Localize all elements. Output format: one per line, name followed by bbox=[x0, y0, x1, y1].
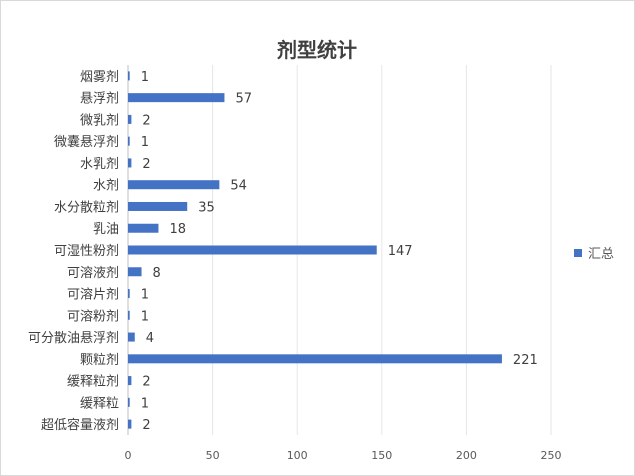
value-label-8: 147 bbox=[388, 244, 413, 259]
bar-15 bbox=[128, 397, 130, 407]
category-label-5: 水剂 bbox=[93, 179, 119, 194]
value-label-10: 1 bbox=[141, 288, 149, 303]
value-label-5: 54 bbox=[230, 179, 247, 194]
bar-10 bbox=[128, 289, 130, 299]
value-label-14: 2 bbox=[142, 375, 150, 390]
bar-5 bbox=[128, 180, 220, 190]
category-label-1: 悬浮剂 bbox=[80, 92, 119, 107]
category-label-2: 微乳剂 bbox=[80, 113, 119, 128]
bar-3 bbox=[128, 136, 130, 146]
x-tick-label-0: 0 bbox=[125, 449, 132, 462]
value-label-0: 1 bbox=[141, 70, 149, 85]
category-label-14: 缓释粒剂 bbox=[67, 375, 119, 390]
value-label-4: 2 bbox=[142, 157, 150, 172]
bar-2 bbox=[128, 114, 132, 124]
bar-4 bbox=[128, 158, 132, 168]
x-tick-label-100: 100 bbox=[287, 449, 308, 462]
category-label-0: 烟雾剂 bbox=[80, 70, 119, 85]
bar-1 bbox=[128, 93, 225, 103]
category-label-9: 可溶液剂 bbox=[67, 266, 119, 281]
value-label-9: 8 bbox=[153, 266, 161, 281]
category-label-11: 可溶粉剂 bbox=[67, 309, 119, 324]
value-label-13: 221 bbox=[513, 353, 538, 368]
x-tick-labels: 0 50 100 150 200 250 bbox=[125, 449, 562, 462]
bar-16 bbox=[128, 419, 132, 429]
bar-8 bbox=[128, 245, 377, 255]
category-label-13: 颗粒剂 bbox=[80, 353, 119, 368]
category-labels: 烟雾剂悬浮剂微乳剂微囊悬浮剂水乳剂水剂水分散粒剂乳油可湿性粉剂可溶液剂可溶片剂可… bbox=[28, 70, 119, 433]
value-label-2: 2 bbox=[142, 113, 150, 128]
category-label-6: 水分散粒剂 bbox=[54, 200, 119, 215]
bar-9 bbox=[128, 267, 142, 277]
category-label-16: 超低容量液剂 bbox=[41, 417, 119, 433]
chart-title: 剂型统计 bbox=[277, 38, 357, 62]
value-label-7: 18 bbox=[169, 222, 186, 237]
x-tick-label-50: 50 bbox=[206, 449, 220, 462]
bar-7 bbox=[128, 223, 159, 233]
value-label-6: 35 bbox=[198, 200, 215, 215]
value-label-16: 2 bbox=[142, 418, 150, 433]
category-label-3: 微囊悬浮剂 bbox=[54, 134, 119, 150]
bar-0 bbox=[128, 71, 130, 81]
category-label-12: 可分散油悬浮剂 bbox=[28, 331, 119, 346]
value-label-12: 4 bbox=[146, 331, 154, 346]
value-label-15: 1 bbox=[141, 396, 149, 411]
bar-14 bbox=[128, 376, 132, 386]
legend: 汇总 bbox=[574, 247, 614, 262]
x-tick-label-200: 200 bbox=[456, 449, 477, 462]
value-label-1: 57 bbox=[235, 92, 252, 107]
x-tick-label-250: 250 bbox=[541, 449, 562, 462]
value-label-3: 1 bbox=[141, 135, 149, 150]
category-label-8: 可湿性粉剂 bbox=[54, 244, 119, 259]
bar-12 bbox=[128, 332, 135, 342]
category-label-15: 缓释粒 bbox=[80, 396, 119, 411]
category-label-10: 可溶片剂 bbox=[67, 288, 119, 303]
bar-6 bbox=[128, 201, 188, 211]
bar-13 bbox=[128, 354, 502, 364]
category-label-4: 水乳剂 bbox=[80, 157, 119, 172]
legend-label: 汇总 bbox=[588, 247, 614, 262]
bars bbox=[128, 71, 502, 429]
x-tick-label-150: 150 bbox=[371, 449, 392, 462]
legend-swatch bbox=[574, 249, 582, 257]
value-label-11: 1 bbox=[141, 309, 149, 324]
bar-11 bbox=[128, 310, 130, 320]
category-label-7: 乳油 bbox=[93, 222, 119, 237]
